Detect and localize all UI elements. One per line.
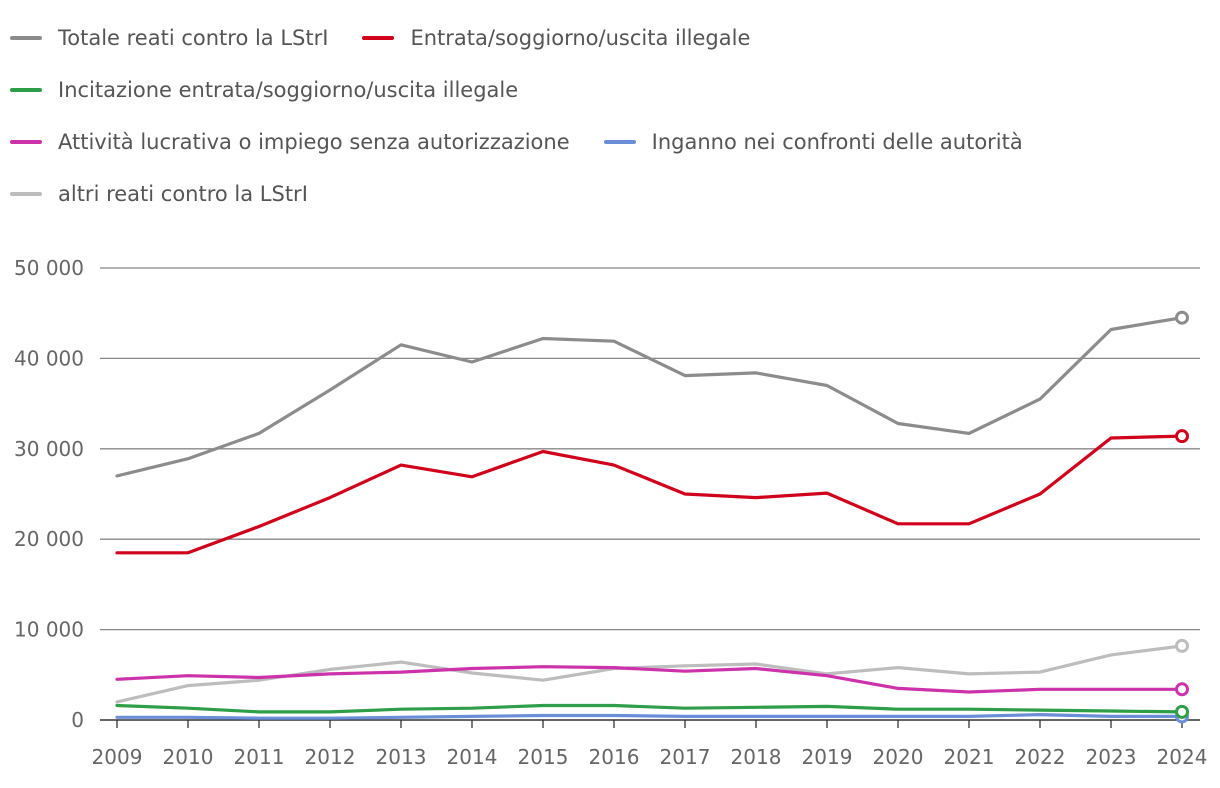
legend-item-altri[interactable]: altri reati contro la LStrI <box>10 182 308 206</box>
x-tick-label: 2010 <box>163 745 214 769</box>
series-end-marker-incitazione[interactable] <box>1175 704 1189 719</box>
x-tick-label: 2013 <box>376 745 427 769</box>
legend-label-inganno: Inganno nei confronti delle autorità <box>651 130 1023 154</box>
legend-item-entrata[interactable]: Entrata/soggiorno/uscita illegale <box>362 26 750 50</box>
grid <box>100 267 1200 721</box>
series-end-marker-totale[interactable] <box>1175 310 1189 325</box>
series-line-totale[interactable] <box>115 316 1184 478</box>
x-axis: 2009 2010 2011 2012 2013 2014 2015 2016 2017 2018… <box>92 720 1208 769</box>
legend-label-altri: altri reati contro la LStrI <box>58 182 308 206</box>
y-axis: 0 10 000 20 000 30 000 40 000 50 000 <box>14 256 84 732</box>
x-tick-label: 2020 <box>873 745 924 769</box>
y-tick-label: 0 <box>71 708 84 732</box>
legend-swatch-incitazione <box>10 88 42 92</box>
legend-item-totale[interactable]: Totale reati contro la LStrI <box>10 26 328 50</box>
x-tick-label: 2022 <box>1015 745 1066 769</box>
legend-label-incitazione: Incitazione entrata/soggiorno/uscita ill… <box>58 78 519 102</box>
legend-swatch-entrata <box>362 36 395 40</box>
legend-label-totale: Totale reati contro la LStrI <box>58 26 329 50</box>
y-tick-label: 30 000 <box>14 437 84 461</box>
legend-label-entrata: Entrata/soggiorno/uscita illegale <box>410 26 751 50</box>
legend-item-attivita[interactable]: Attività lucrativa o impiego senza autor… <box>10 130 570 154</box>
x-tick-label: 2018 <box>731 745 782 769</box>
y-tick-label: 10 000 <box>14 618 84 642</box>
legend-swatch-totale <box>10 36 42 40</box>
x-tick-label: 2009 <box>92 745 143 769</box>
series-end-marker-altri[interactable] <box>1175 638 1189 653</box>
legend-row: altri reati contro la LStrI <box>10 168 1200 220</box>
x-tick-label: 2011 <box>234 745 285 769</box>
x-tick-label: 2024 <box>1157 745 1208 769</box>
x-tick-label: 2014 <box>447 745 498 769</box>
series-line-attivita[interactable] <box>115 665 1184 694</box>
legend-row: Incitazione entrata/soggiorno/uscita ill… <box>10 64 1200 116</box>
legend-swatch-altri <box>10 192 42 196</box>
x-tick-label: 2015 <box>518 745 569 769</box>
legend-label-attivita: Attività lucrativa o impiego senza autor… <box>58 130 570 154</box>
y-tick-label: 50 000 <box>14 256 84 280</box>
legend-swatch-inganno <box>603 140 636 144</box>
series-line-altri[interactable] <box>115 644 1184 704</box>
legend-item-inganno[interactable]: Inganno nei confronti delle autorità <box>603 130 1023 154</box>
legend: Totale reati contro la LStrI Entrata/sog… <box>10 12 1200 220</box>
y-tick-label: 40 000 <box>14 346 84 370</box>
series-end-marker-entrata[interactable] <box>1175 429 1189 444</box>
series-group <box>115 310 1189 724</box>
x-tick-label: 2016 <box>589 745 640 769</box>
legend-row: Totale reati contro la LStrI Entrata/sog… <box>10 12 1200 64</box>
x-tick-label: 2017 <box>660 745 711 769</box>
series-line-inganno[interactable] <box>115 712 1184 720</box>
y-tick-label: 20 000 <box>14 527 84 551</box>
series-end-marker-attivita[interactable] <box>1175 682 1189 697</box>
series-line-entrata[interactable] <box>115 434 1184 555</box>
legend-item-incitazione[interactable]: Incitazione entrata/soggiorno/uscita ill… <box>10 78 518 102</box>
legend-swatch-attivita <box>10 140 42 144</box>
x-tick-label: 2012 <box>305 745 356 769</box>
series-line-incitazione[interactable] <box>115 703 1184 714</box>
x-tick-label: 2023 <box>1086 745 1137 769</box>
legend-row: Attività lucrativa o impiego senza autor… <box>10 116 1200 168</box>
x-tick-label: 2019 <box>802 745 853 769</box>
x-tick-label: 2021 <box>944 745 995 769</box>
